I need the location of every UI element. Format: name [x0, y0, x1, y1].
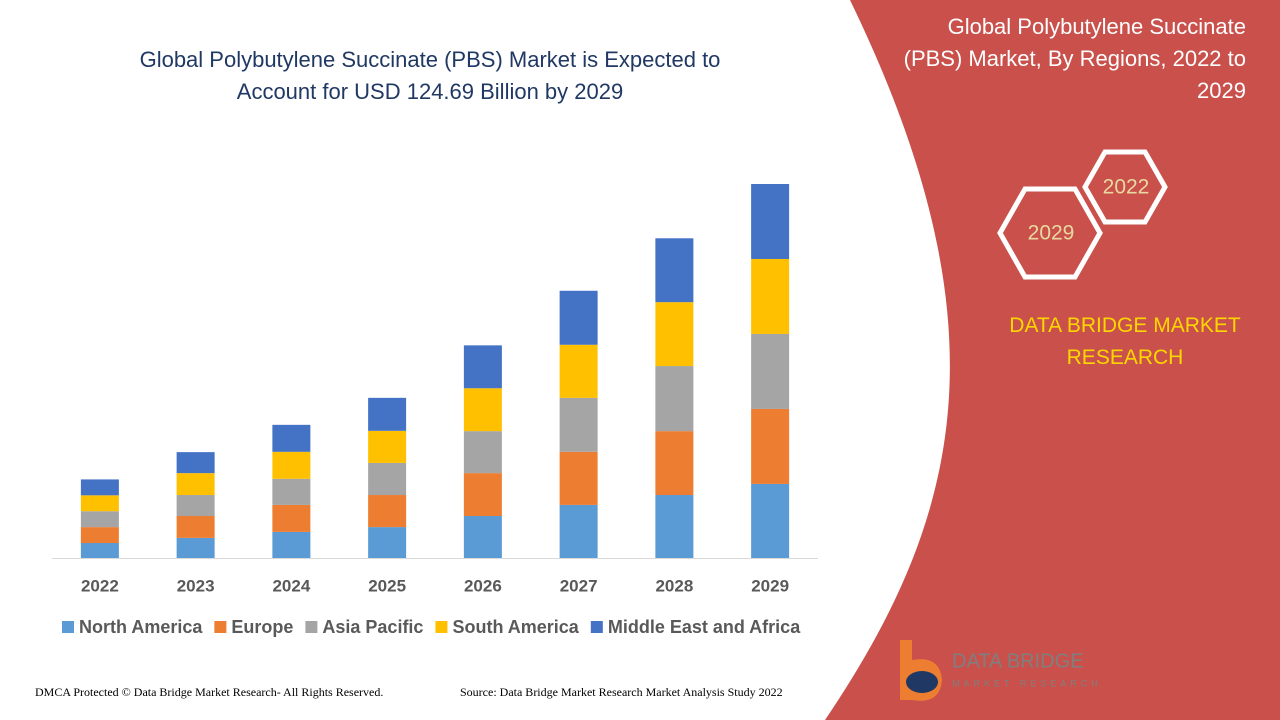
bar-segment — [559, 397, 598, 452]
bar-segment — [655, 238, 694, 303]
x-tick-label: 2022 — [81, 576, 119, 595]
legend-label: South America — [452, 617, 579, 637]
plot: 2022 2023 2024 2025 2026 2027 2028 2029 North Am… — [62, 184, 801, 637]
bar-segment — [463, 431, 502, 474]
bar-segment — [751, 258, 790, 334]
hexagon — [1082, 149, 1168, 225]
bar-segment — [368, 430, 407, 463]
legend-label: Asia Pacific — [322, 617, 423, 637]
bar-segment — [80, 511, 119, 528]
hex-label: 2022 — [1103, 176, 1150, 199]
bar-segment — [751, 333, 790, 409]
legend-swatch — [62, 621, 74, 633]
bar-segment — [559, 344, 598, 398]
bar-segment — [655, 431, 694, 496]
x-tick-label: 2025 — [368, 576, 406, 595]
legend-swatch — [435, 621, 448, 633]
bar-segment — [559, 504, 598, 558]
side-panel — [825, 0, 1280, 720]
x-tick-label: 2023 — [177, 576, 215, 595]
bar-segment — [559, 451, 598, 505]
bar-segment — [176, 473, 215, 496]
bar-segment — [463, 516, 502, 558]
bar-segment — [272, 531, 311, 558]
bar-segment — [272, 478, 311, 505]
bar-segment — [463, 388, 502, 432]
bar-segment — [272, 451, 311, 479]
brand: DATA BRIDGE MARKET RESEARCH — [1009, 314, 1241, 369]
x-tick-label: 2027 — [560, 576, 598, 595]
x-tick-label: 2029 — [751, 576, 789, 595]
bar-segment — [655, 302, 694, 367]
bar-segment — [368, 397, 407, 431]
legend-swatch — [590, 621, 603, 633]
footer-left: DMCA Protected © Data Bridge Market Rese… — [35, 685, 384, 699]
bar-segment — [176, 537, 215, 558]
bar-segment — [368, 462, 407, 496]
bar-segment — [176, 452, 215, 474]
hexagon — [997, 186, 1103, 280]
legend-label: Europe — [231, 617, 293, 637]
x-tick-label: 2026 — [464, 576, 502, 595]
bar-segment — [463, 345, 502, 389]
legend-label: North America — [79, 617, 203, 637]
bar-segment — [272, 424, 311, 452]
bar-segment — [655, 495, 694, 558]
legend-label: Middle East and Africa — [608, 617, 801, 637]
bar-segment — [751, 483, 790, 558]
hex-label: 2029 — [1028, 222, 1075, 245]
bar-segment — [368, 527, 407, 558]
logo-name: DATA BRIDGE — [952, 650, 1084, 672]
bar-segment — [559, 290, 598, 345]
bar-segment — [751, 408, 790, 484]
logo-icon — [906, 671, 938, 693]
bar-segment — [272, 504, 311, 532]
bar-segment — [176, 516, 215, 538]
bar-segment — [80, 527, 119, 544]
legend-swatch — [214, 621, 227, 633]
chart-title: Global Polybutylene Succinate (PBS) Mark… — [139, 47, 721, 104]
panel-title: Global Polybutylene Succinate (PBS) Mark… — [903, 14, 1246, 103]
x-tick-label: 2028 — [655, 576, 693, 595]
bar-segment — [176, 495, 215, 517]
bar-segment — [463, 473, 502, 517]
legend-swatch — [305, 621, 318, 633]
bar-segment — [751, 184, 790, 259]
footer-right: Source: Data Bridge Market Research Mark… — [460, 685, 783, 699]
x-tick-label: 2024 — [272, 576, 310, 595]
bar-segment — [655, 366, 694, 432]
bar-segment — [80, 479, 119, 496]
bar-segment — [368, 495, 407, 528]
bar-segment — [80, 495, 119, 512]
bar-segment — [80, 543, 119, 558]
logo-tagline: MARKET RESEARCH — [952, 678, 1102, 688]
